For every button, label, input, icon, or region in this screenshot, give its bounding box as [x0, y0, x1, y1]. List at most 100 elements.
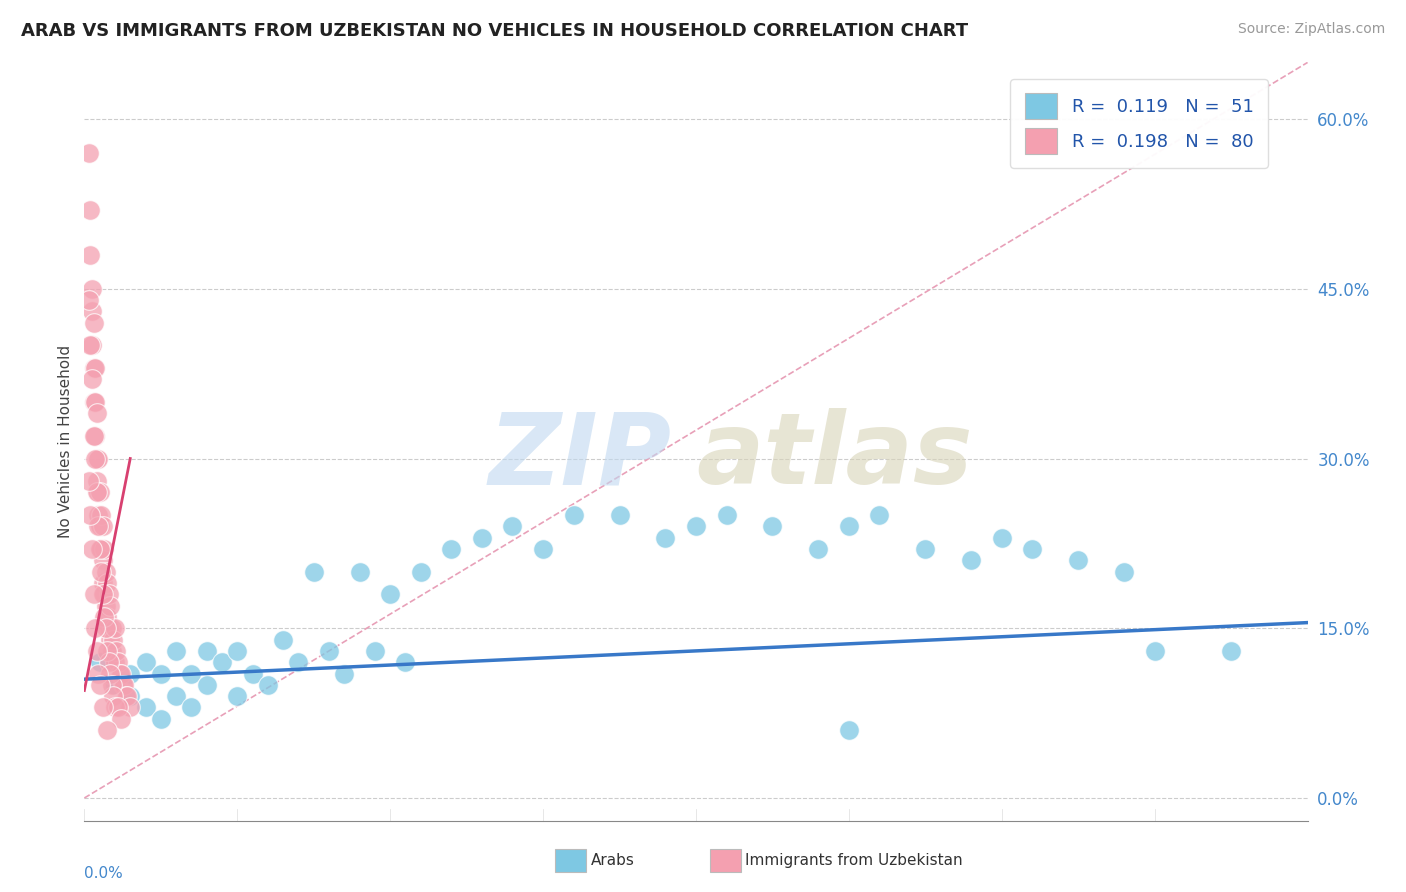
Point [98, 599, 121, 613]
Point [1114, 565, 1136, 579]
Point [165, 689, 187, 703]
Point [86, 451, 108, 466]
Point [471, 531, 494, 545]
Point [149, 666, 172, 681]
Point [89, 655, 111, 669]
Point [180, 666, 202, 681]
Point [84, 621, 107, 635]
Point [349, 565, 371, 579]
Point [84, 361, 107, 376]
Point [86, 406, 108, 420]
Point [226, 689, 249, 703]
FancyBboxPatch shape [555, 849, 586, 872]
Point [104, 655, 127, 669]
Point [79, 338, 101, 352]
Point [84, 429, 107, 443]
Point [562, 508, 585, 522]
Point [654, 531, 676, 545]
Point [89, 542, 111, 557]
Point [110, 712, 132, 726]
Point [83, 587, 105, 601]
Point [91, 576, 114, 591]
Point [89, 485, 111, 500]
Point [271, 632, 294, 647]
Point [89, 519, 111, 533]
Text: Source: ZipAtlas.com: Source: ZipAtlas.com [1237, 22, 1385, 37]
Point [87, 508, 110, 522]
Point [914, 542, 936, 557]
Point [302, 565, 325, 579]
Point [195, 644, 218, 658]
Point [107, 700, 129, 714]
Point [838, 723, 860, 738]
Point [94, 621, 117, 635]
Point [94, 599, 117, 613]
Point [226, 644, 249, 658]
Point [211, 655, 233, 669]
Point [838, 519, 860, 533]
Point [114, 689, 136, 703]
Point [394, 655, 416, 669]
Point [86, 474, 108, 488]
Point [318, 644, 340, 658]
Point [761, 519, 783, 533]
Point [86, 644, 108, 658]
Point [104, 700, 127, 714]
Point [103, 632, 125, 647]
Point [97, 621, 120, 635]
Point [96, 610, 118, 624]
Point [409, 565, 432, 579]
Point [364, 644, 387, 658]
Point [104, 678, 127, 692]
Point [90, 542, 112, 557]
Point [135, 655, 157, 669]
Point [135, 700, 157, 714]
Point [98, 666, 121, 681]
Point [83, 316, 105, 330]
Point [333, 666, 356, 681]
Point [77, 474, 100, 488]
Point [91, 700, 114, 714]
Point [1067, 553, 1090, 567]
Point [1220, 644, 1243, 658]
Point [149, 712, 172, 726]
Point [120, 700, 142, 714]
Point [90, 565, 112, 579]
Text: ZIP: ZIP [488, 409, 672, 505]
Point [101, 644, 124, 658]
Point [107, 655, 129, 669]
Point [531, 542, 554, 557]
Point [91, 519, 114, 533]
Text: Arabs: Arabs [591, 854, 634, 868]
Point [93, 587, 115, 601]
Point [120, 666, 142, 681]
Point [120, 689, 142, 703]
Point [380, 587, 402, 601]
Point [97, 587, 120, 601]
Point [80, 372, 103, 386]
Point [94, 565, 117, 579]
Point [104, 621, 127, 635]
Point [103, 689, 125, 703]
Point [84, 395, 107, 409]
Point [77, 145, 100, 160]
Point [110, 666, 132, 681]
Point [97, 655, 120, 669]
Text: ARAB VS IMMIGRANTS FROM UZBEKISTAN NO VEHICLES IN HOUSEHOLD CORRELATION CHART: ARAB VS IMMIGRANTS FROM UZBEKISTAN NO VE… [21, 22, 969, 40]
Point [90, 508, 112, 522]
Point [91, 587, 114, 601]
Point [180, 700, 202, 714]
Point [108, 666, 131, 681]
Point [80, 304, 103, 318]
Point [287, 655, 309, 669]
Point [96, 576, 118, 591]
Point [1021, 542, 1043, 557]
Point [87, 666, 110, 681]
Point [89, 542, 111, 557]
Point [80, 542, 103, 557]
Point [96, 723, 118, 738]
Point [87, 451, 110, 466]
Point [112, 678, 135, 692]
Point [1143, 644, 1166, 658]
Point [165, 644, 187, 658]
